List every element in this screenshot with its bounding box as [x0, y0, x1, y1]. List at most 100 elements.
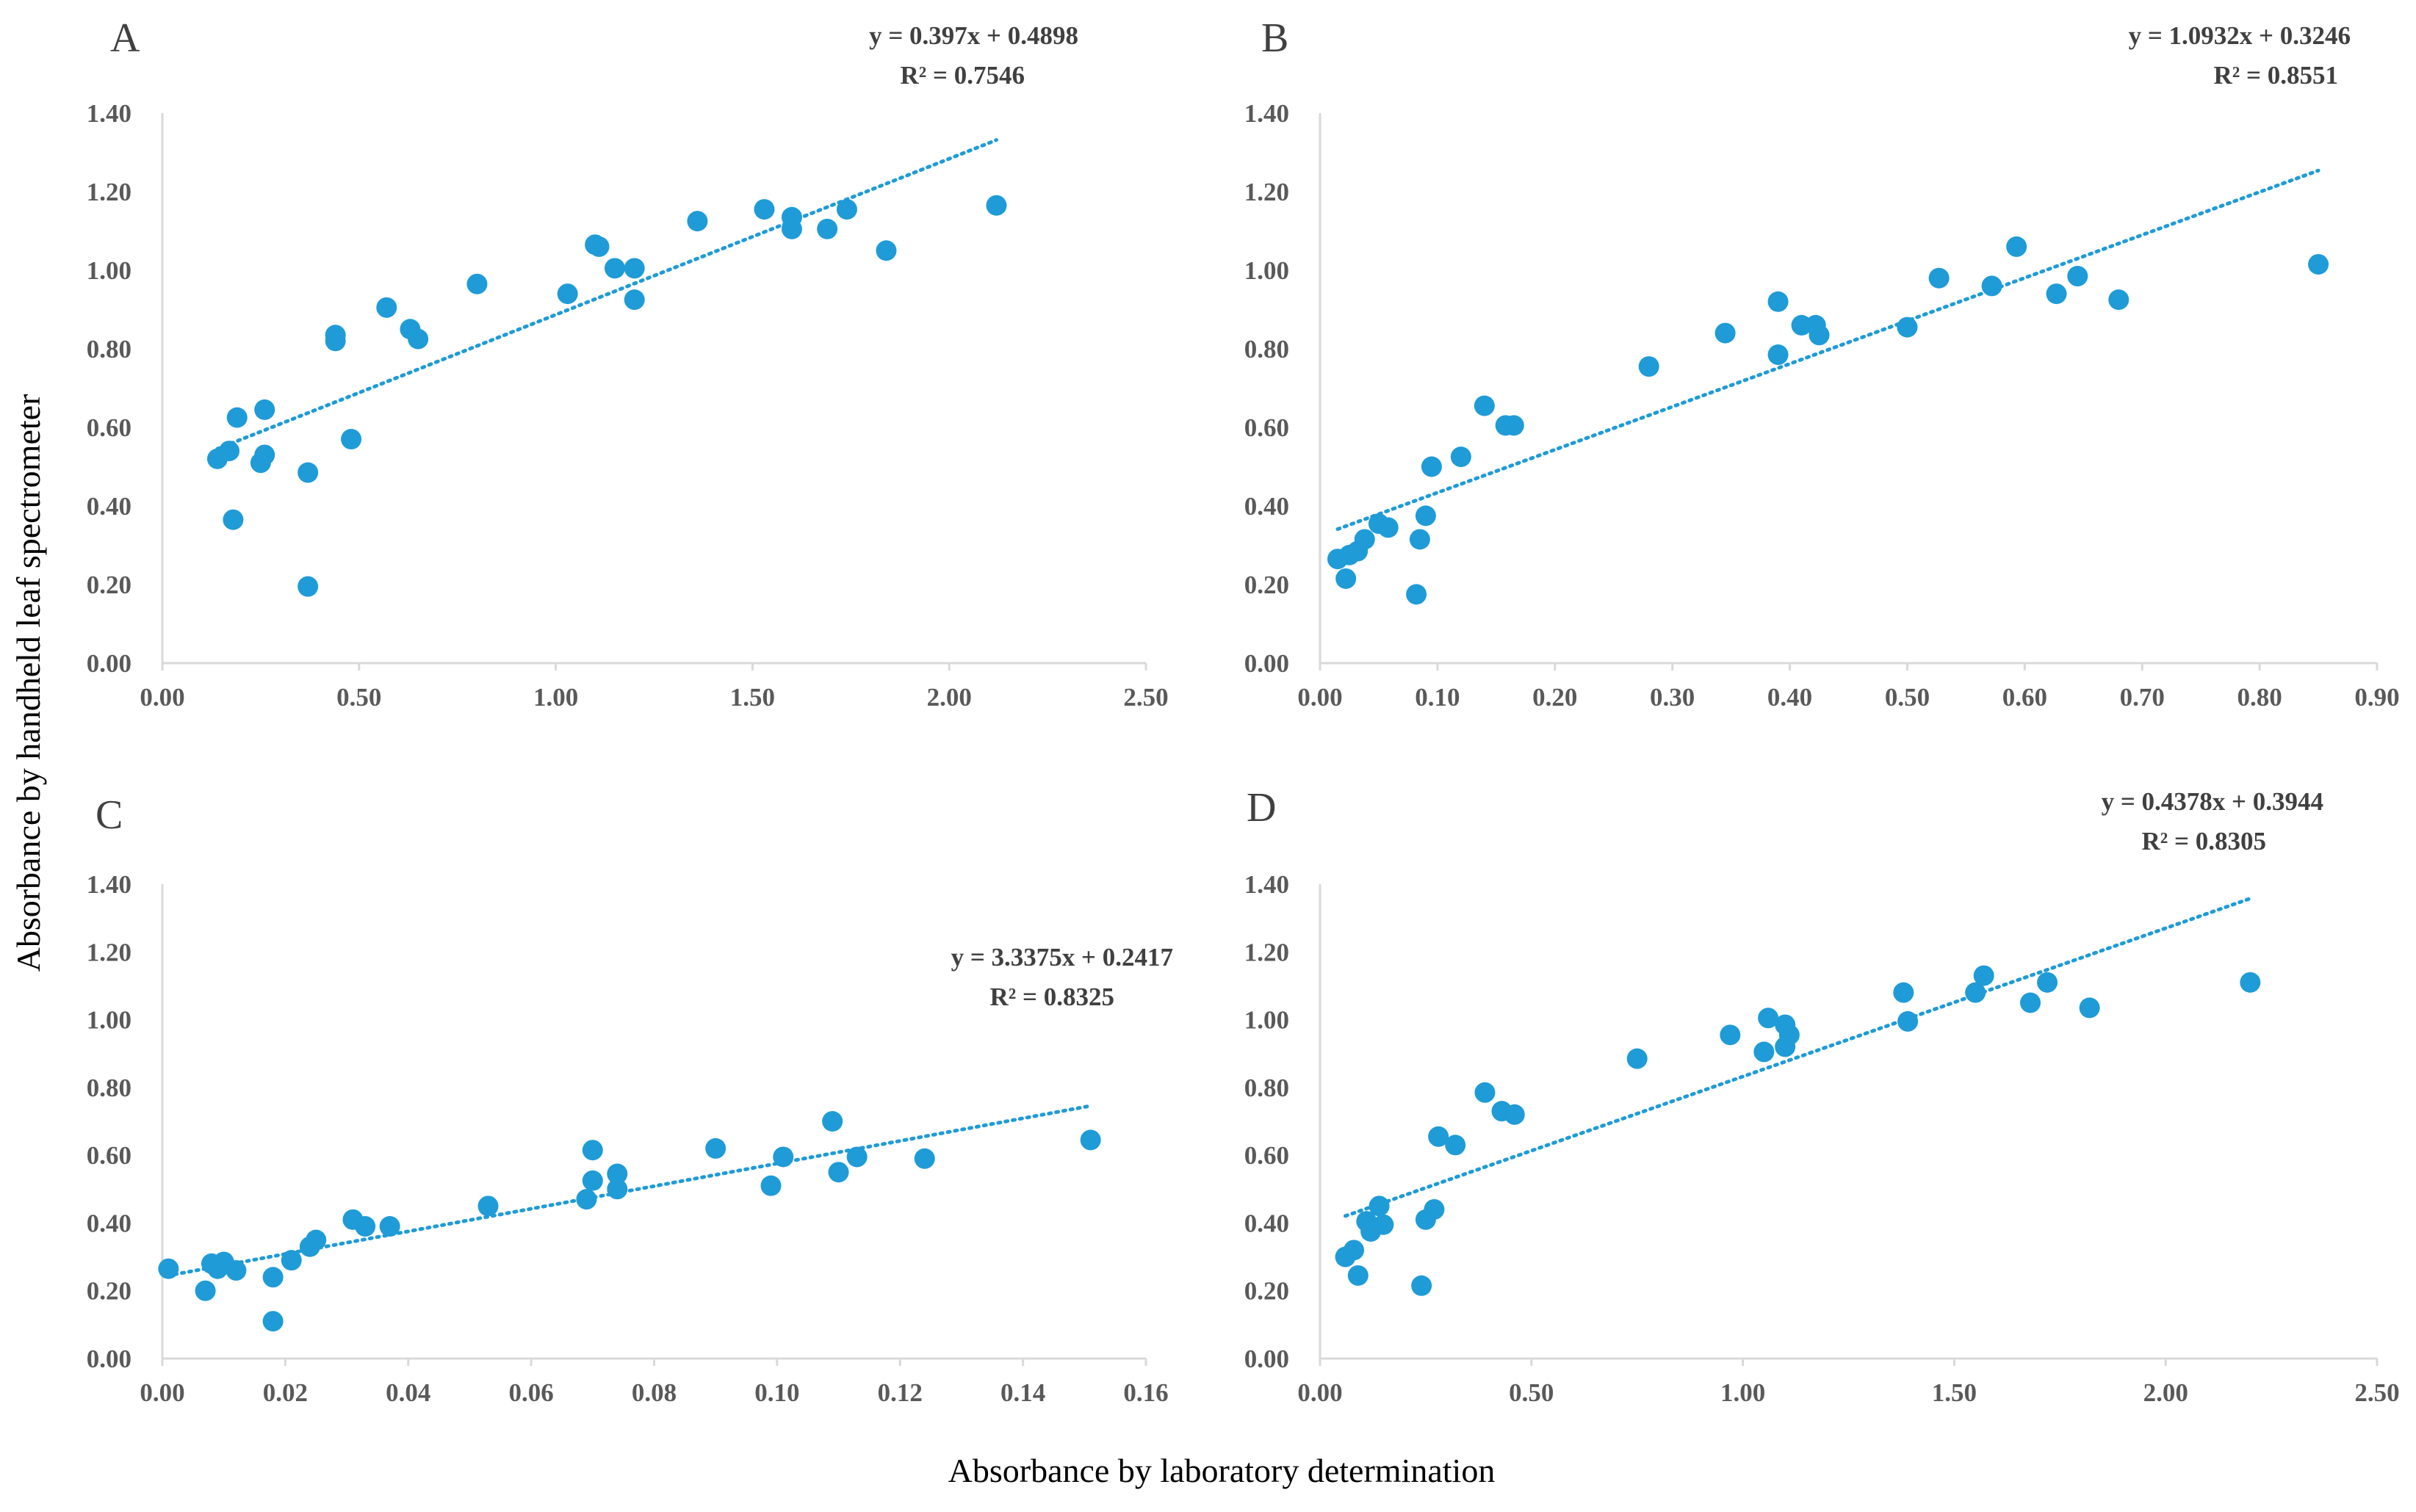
data-point [281, 1250, 302, 1271]
data-point [607, 1179, 628, 1200]
data-point [1445, 1135, 1466, 1156]
x-tick-label: 0.50 [1509, 1378, 1554, 1407]
data-point [828, 1162, 849, 1183]
x-tick-label: 0.04 [386, 1378, 430, 1407]
data-point [1369, 1196, 1390, 1217]
data-point [254, 444, 275, 466]
y-tick-label: 0.00 [1244, 649, 1289, 678]
data-point [1626, 1048, 1648, 1069]
y-tick-label: 0.00 [87, 1345, 131, 1373]
data-point [1450, 446, 1471, 468]
data-point [2020, 992, 2041, 1013]
trendline [173, 1104, 1093, 1276]
data-point [219, 441, 240, 462]
data-point [1080, 1129, 1101, 1151]
data-point [1344, 1240, 1365, 1261]
data-point [822, 1111, 843, 1132]
data-point [1377, 517, 1399, 538]
y-tick-label: 1.40 [87, 870, 131, 899]
y-tick-label: 1.20 [1244, 178, 1289, 206]
data-point [262, 1311, 284, 1332]
panel-letter: C [95, 792, 123, 838]
data-point [1720, 1024, 1741, 1046]
y-tick-label: 1.40 [1244, 870, 1289, 899]
y-tick-label: 0.60 [87, 413, 131, 442]
y-tick-label: 0.80 [1244, 335, 1289, 363]
x-tick-label: 0.02 [263, 1378, 308, 1407]
data-point [1897, 316, 1918, 338]
data-point [836, 199, 857, 220]
data-point [2079, 997, 2100, 1019]
y-tick-label: 1.40 [87, 99, 131, 128]
data-point [1638, 356, 1659, 377]
data-point [986, 195, 1007, 216]
data-point [576, 1189, 597, 1210]
y-tick-label: 1.00 [1244, 1006, 1289, 1035]
x-tick-label: 0.70 [2120, 683, 2165, 712]
x-tick-label: 0.00 [140, 683, 184, 712]
data-point [1758, 1008, 1779, 1029]
x-tick-label: 0.14 [1000, 1378, 1045, 1407]
data-point [1809, 325, 1830, 346]
panel-letter: B [1261, 15, 1288, 61]
panel-b: 0.00 0.20 0.40 0.60 0.80 1.00 1.20 1.40 0.00 0.10… [1244, 15, 2400, 712]
y-tick-label: 0.60 [1244, 1141, 1289, 1170]
data-point [781, 218, 802, 239]
data-point [1373, 1214, 1394, 1235]
data-point [1406, 584, 1427, 605]
data-point [1503, 415, 1524, 436]
trendline [1344, 897, 2252, 1218]
y-tick-label: 0.80 [1244, 1074, 1289, 1102]
r-squared-label: R² = 0.8305 [2142, 827, 2266, 856]
x-tick-label: 0.60 [2002, 683, 2047, 712]
y-tick-label: 1.20 [87, 178, 131, 206]
data-point [754, 199, 775, 220]
data-point [705, 1137, 726, 1159]
data-point [1778, 1024, 1800, 1046]
data-point [1428, 1126, 1449, 1147]
y-tick-label: 0.20 [87, 1277, 131, 1306]
panel-a: 0.00 0.20 0.40 0.60 0.80 1.00 1.20 1.40 0.00 0.50… [87, 15, 1169, 712]
x-tick-label: 2.00 [927, 683, 972, 712]
data-point [582, 1170, 603, 1191]
data-point [2108, 289, 2130, 311]
x-tick-label: 0.00 [1297, 1378, 1342, 1407]
x-tick-label: 0.00 [1297, 683, 1342, 712]
y-tick-label: 0.40 [1244, 492, 1289, 521]
data-point [1411, 1275, 1432, 1296]
panel-letter: A [110, 15, 140, 61]
data-point [607, 1163, 628, 1184]
x-tick-label: 0.30 [1650, 683, 1695, 712]
data-point [223, 509, 244, 530]
data-point [1347, 1265, 1369, 1286]
data-point [1421, 456, 1442, 477]
y-axis-title: Absorbance by handheld leaf spectrometer [10, 394, 47, 972]
x-tick-label: 2.50 [1123, 683, 1168, 712]
x-tick-label: 1.00 [533, 683, 578, 712]
x-axis-title: Absorbance by laboratory determination [948, 1452, 1496, 1489]
y-tick-label: 0.00 [1244, 1345, 1289, 1373]
data-point [1767, 291, 1789, 312]
data-point [355, 1216, 376, 1237]
data-point [624, 289, 645, 311]
data-point [846, 1146, 868, 1168]
y-tick-label: 0.60 [87, 1141, 131, 1170]
data-point [376, 297, 397, 318]
panel-d: 0.00 0.20 0.40 0.60 0.80 1.00 1.20 1.40 0.00 0.50… [1244, 785, 2400, 1407]
data-point [1714, 322, 1736, 344]
data-point [557, 283, 578, 305]
y-tick-label: 0.80 [87, 335, 131, 363]
y-tick-label: 1.40 [1244, 99, 1289, 128]
y-tick-label: 1.00 [87, 256, 131, 285]
y-tick-label: 0.20 [1244, 571, 1289, 599]
data-point [1504, 1104, 1525, 1125]
data-point [466, 273, 488, 294]
r-squared-label: R² = 0.7546 [901, 61, 1025, 90]
panel-letter: D [1247, 785, 1276, 831]
x-tick-label: 0.16 [1123, 1378, 1168, 1407]
data-point [2308, 253, 2329, 275]
r-squared-label: R² = 0.8325 [990, 983, 1114, 1011]
data-point [2067, 266, 2088, 287]
trend-equation: y = 1.0932x + 0.3246 [2129, 21, 2351, 50]
x-tick-label: 0.50 [336, 683, 381, 712]
